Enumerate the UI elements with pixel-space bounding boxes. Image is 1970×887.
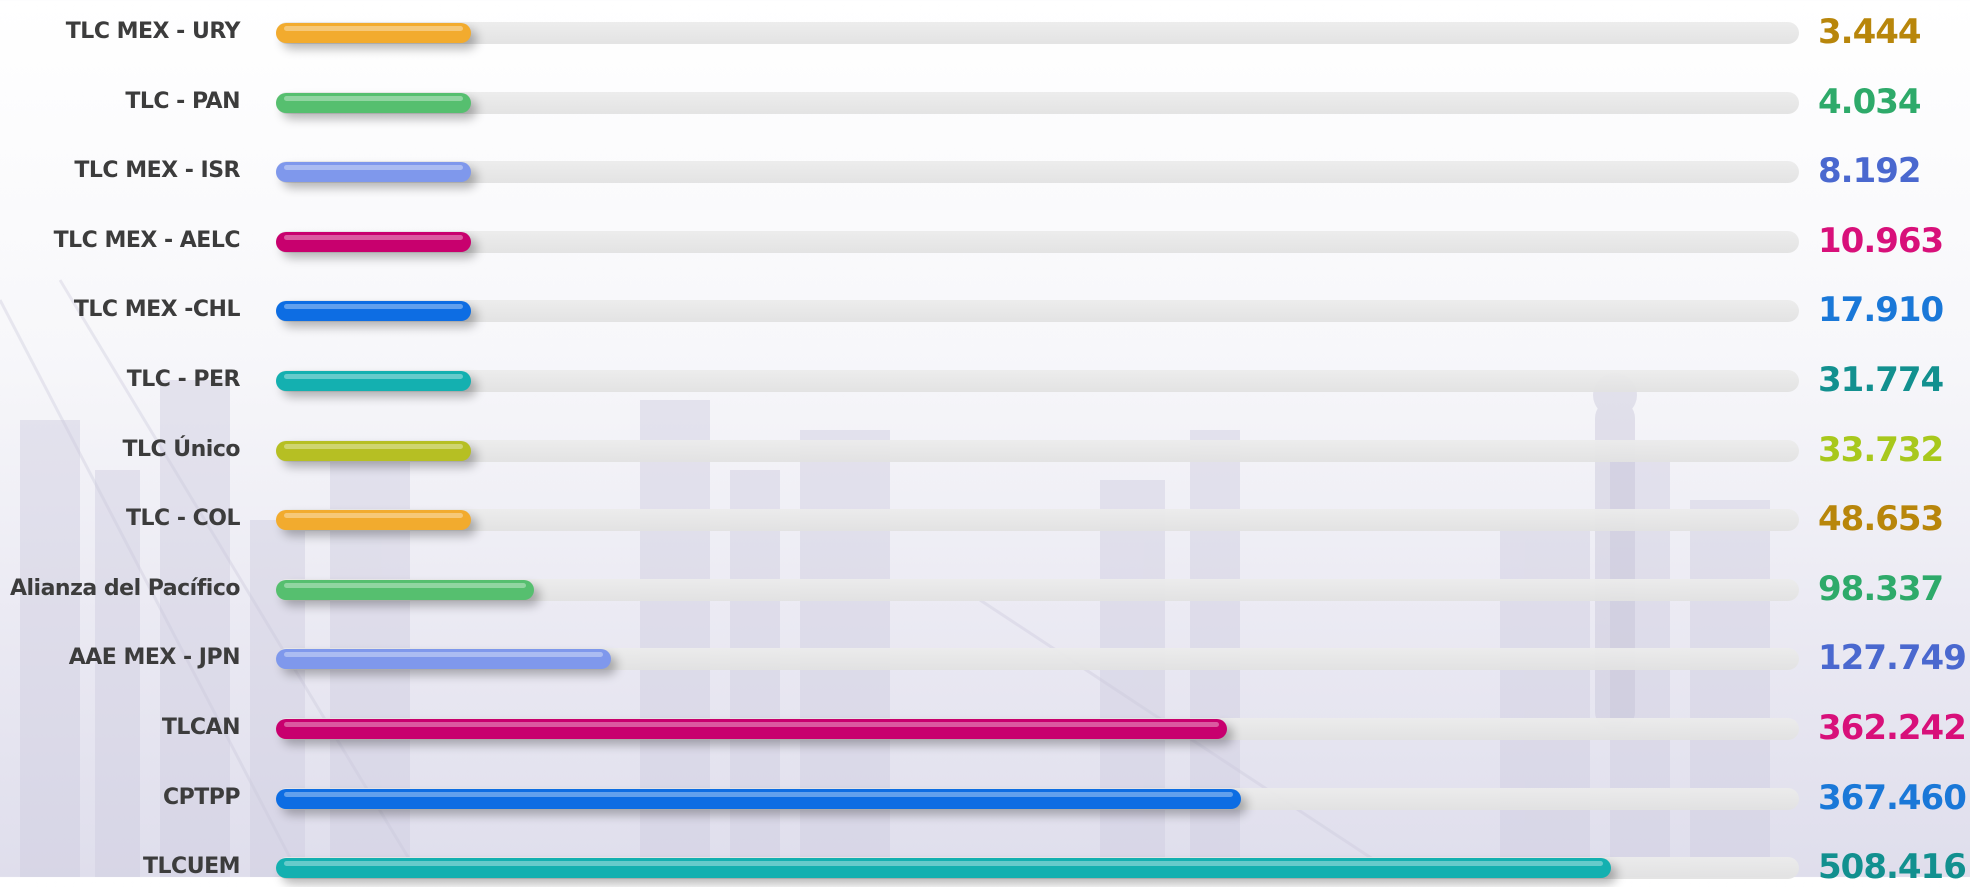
bar [276, 231, 471, 252]
bar-row: AAE MEX - JPN 127.749 [0, 638, 1970, 678]
bar [276, 371, 471, 391]
value-label: 10.963 [1818, 220, 1944, 261]
category-label: TLCUEM [143, 854, 240, 880]
category-label: TLC - PAN [125, 88, 240, 114]
bar-track [276, 22, 1799, 44]
bar [276, 23, 471, 43]
value-label: 508.416 [1818, 847, 1967, 887]
value-label: 367.460 [1818, 777, 1967, 818]
bar-row: TLC - COL 48.653 [0, 499, 1970, 539]
category-label: TLC - PER [126, 367, 241, 392]
category-label: AAE MEX - JPN [68, 645, 241, 671]
bar [276, 719, 1228, 739]
value-label: 33.732 [1818, 429, 1944, 470]
bar [276, 649, 612, 670]
bar-row: TLC MEX -CHL 17.910 [0, 290, 1970, 330]
bar-row: TLC MEX - ISR 8.192 [0, 151, 1970, 191]
bar [276, 858, 1612, 879]
bar-track [276, 370, 1799, 392]
bar-row: TLC Único 33.732 [0, 430, 1970, 470]
value-label: 4.034 [1818, 81, 1922, 122]
bar [276, 92, 471, 113]
bar [276, 510, 471, 531]
bar [276, 579, 535, 600]
bar-track [276, 648, 1799, 671]
bar-track [276, 509, 1799, 532]
bar-track [276, 578, 1799, 601]
bar-row: CPTPP 367.460 [0, 778, 1970, 818]
bar-row: TLC MEX - AELC 10.963 [0, 221, 1970, 261]
bar-row: TLCUEM 508.416 [0, 847, 1970, 887]
category-label: TLCAN [161, 715, 241, 740]
value-label: 127.749 [1818, 638, 1967, 679]
bar-row: TLC MEX - URY 3.444 [0, 12, 1970, 52]
bar-track [276, 230, 1799, 253]
category-label: TLC MEX - ISR [74, 158, 240, 184]
bar [276, 301, 471, 322]
category-label: TLC MEX - AELC [53, 227, 241, 253]
value-label: 8.192 [1818, 151, 1922, 192]
value-label: 3.444 [1818, 12, 1922, 52]
category-label: TLC MEX -CHL [73, 297, 241, 323]
bar-row: TLC - PAN 4.034 [0, 82, 1970, 122]
bar-track [276, 300, 1799, 323]
value-label: 31.774 [1818, 360, 1944, 400]
bar-row: TLCAN 362.242 [0, 708, 1970, 748]
category-label: TLC MEX - URY [65, 19, 241, 44]
category-label: TLC Único [122, 436, 240, 462]
value-label: 362.242 [1818, 708, 1967, 748]
bar-track [276, 91, 1799, 114]
category-label: Alianza del Pacífico [9, 575, 241, 601]
bar-row: Alianza del Pacífico 98.337 [0, 569, 1970, 609]
bar-row: TLC - PER 31.774 [0, 360, 1970, 400]
bar-track [276, 439, 1799, 462]
category-label: CPTPP [162, 784, 241, 810]
value-label: 17.910 [1818, 290, 1944, 331]
bar [276, 162, 471, 183]
value-label: 98.337 [1818, 568, 1944, 609]
category-label: TLC - COL [126, 506, 241, 532]
value-label: 48.653 [1818, 499, 1944, 540]
bar [276, 788, 1241, 809]
bar-track [276, 161, 1799, 184]
bar [276, 440, 471, 461]
